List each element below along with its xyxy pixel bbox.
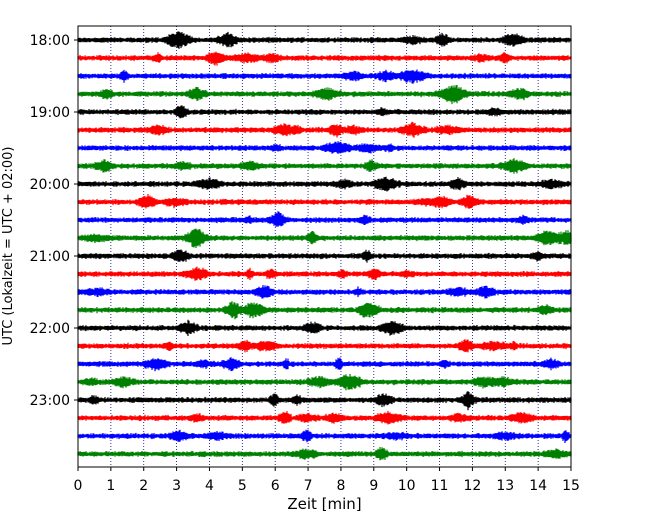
trace-2130 xyxy=(77,285,572,299)
x-tick-label: 10 xyxy=(398,478,416,494)
y-ticks: 18:00 19:00 20:00 21:00 22:00 23:00 xyxy=(30,33,78,409)
x-tick-label: 9 xyxy=(369,478,378,494)
trace-2115 xyxy=(77,266,572,281)
trace-1800 xyxy=(77,31,572,49)
y-tick-label: 20:00 xyxy=(30,177,70,193)
trace-1830 xyxy=(77,69,572,84)
y-tick-label: 23:00 xyxy=(30,393,70,409)
trace-2030 xyxy=(77,211,572,227)
trace-2215 xyxy=(77,339,572,353)
trace-2345 xyxy=(77,447,572,461)
x-tick-label: 12 xyxy=(463,478,481,494)
trace-2300 xyxy=(77,391,572,411)
x-tick-label: 3 xyxy=(172,478,181,494)
y-tick-label: 22:00 xyxy=(30,321,70,337)
x-tick-label: 15 xyxy=(562,478,580,494)
trace-2100 xyxy=(77,249,572,263)
trace-1930 xyxy=(77,141,572,154)
x-tick-label: 1 xyxy=(106,478,115,494)
trace-2245 xyxy=(77,373,572,391)
trace-2045 xyxy=(77,228,572,248)
trace-2200 xyxy=(77,319,572,336)
trace-1945 xyxy=(77,158,572,174)
x-tick-label: 8 xyxy=(336,478,345,494)
trace-2015 xyxy=(77,194,572,209)
trace-2145 xyxy=(77,301,572,320)
trace-2000 xyxy=(77,176,572,192)
trace-1900 xyxy=(77,105,572,119)
y-tick-label: 19:00 xyxy=(30,105,70,121)
x-tick-label: 14 xyxy=(529,478,547,494)
x-tick-label: 2 xyxy=(139,478,148,494)
trace-2315 xyxy=(77,410,572,425)
x-ticks: 0 1 2 3 4 5 6 7 8 9 10 11 12 13 14 15 xyxy=(74,467,580,494)
trace-1915 xyxy=(77,121,572,138)
x-tick-label: 11 xyxy=(431,478,449,494)
x-tick-label: 13 xyxy=(496,478,514,494)
x-tick-label: 0 xyxy=(74,478,83,494)
trace-1845 xyxy=(77,85,572,105)
x-tick-label: 7 xyxy=(304,478,313,494)
trace-1815 xyxy=(77,51,572,66)
y-axis-label: UTC (Lokalzeit = UTC + 02:00) xyxy=(1,147,16,346)
y-tick-label: 18:00 xyxy=(30,33,70,49)
x-tick-label: 5 xyxy=(238,478,247,494)
x-tick-label: 4 xyxy=(205,478,214,494)
y-tick-label: 21:00 xyxy=(30,249,70,265)
trace-2230 xyxy=(77,357,572,372)
trace-2330 xyxy=(77,429,572,443)
plot-frame xyxy=(77,25,572,468)
x-tick-label: 6 xyxy=(271,478,280,494)
x-axis-label: Zeit [min] xyxy=(287,495,361,513)
seismic-traces xyxy=(77,31,572,461)
